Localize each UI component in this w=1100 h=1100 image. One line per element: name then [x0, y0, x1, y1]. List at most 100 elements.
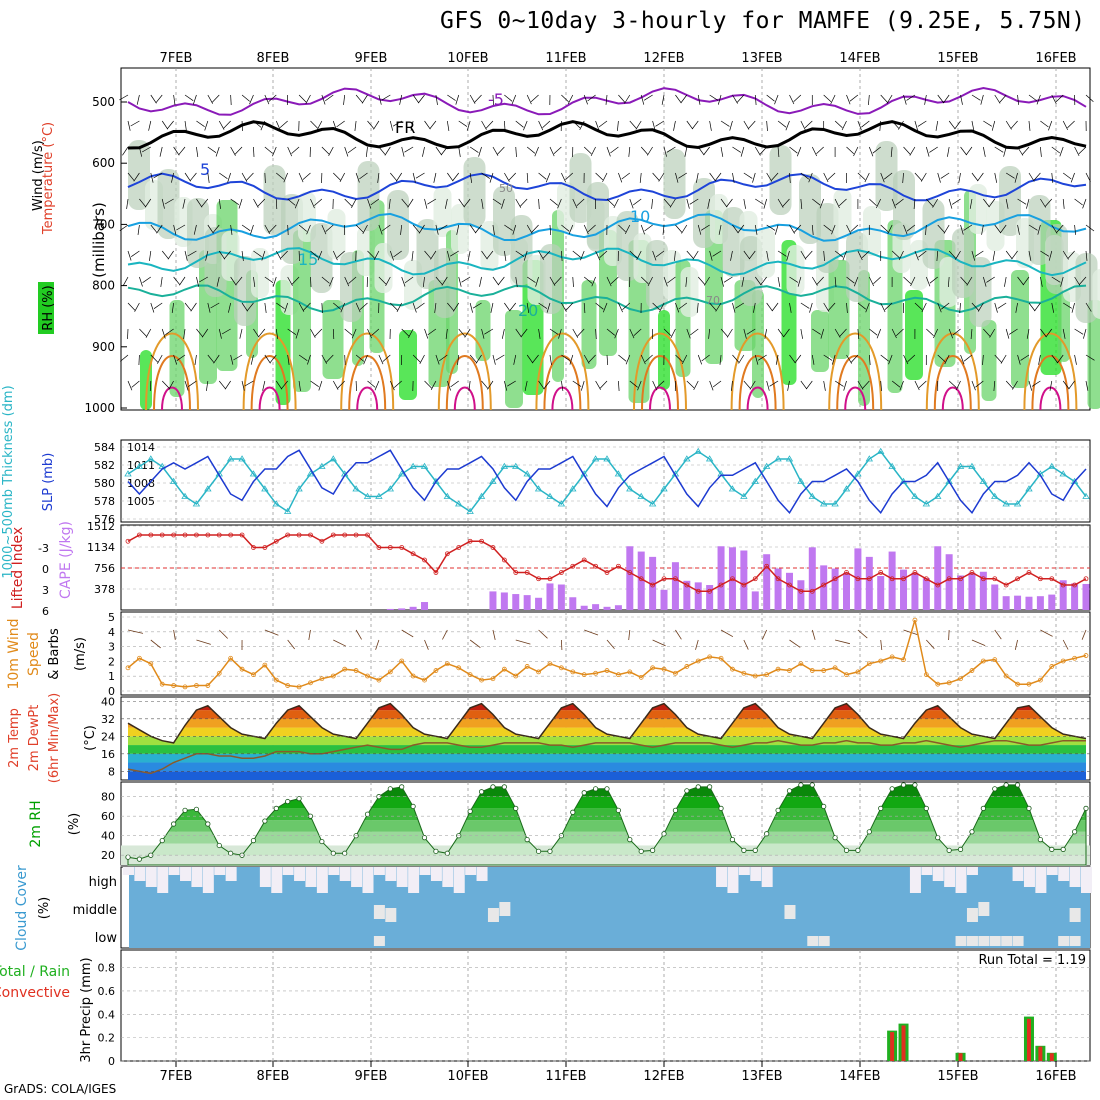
wind-barb	[479, 276, 482, 287]
wind-speed-series-point	[296, 684, 302, 690]
wind-barb	[241, 94, 250, 102]
wind-barb	[1074, 276, 1081, 286]
cape-bar	[706, 585, 714, 610]
wind-barb	[1083, 328, 1087, 339]
wind-barb	[388, 198, 391, 209]
surface-wind-barb	[628, 629, 631, 641]
lifted-index-series-point	[764, 563, 770, 569]
lifted-index-series-point	[273, 538, 279, 544]
thickness-series-point	[762, 462, 771, 469]
wind-barb	[917, 120, 927, 127]
wind-barb	[752, 172, 756, 183]
thickness-tick-label: 584	[94, 441, 115, 454]
cape-bar	[763, 554, 771, 610]
wind-barb	[914, 120, 919, 131]
wind-barb	[906, 94, 916, 101]
wind-barb	[872, 146, 881, 154]
wind-barb	[538, 328, 541, 339]
rh-cell	[434, 248, 456, 318]
wind-barb	[367, 250, 375, 259]
wind-barb	[310, 250, 319, 258]
wind-speed-series-point	[1083, 653, 1089, 658]
wind-barb	[167, 250, 174, 260]
wind-barb	[456, 224, 460, 235]
wind-barb	[1034, 302, 1041, 312]
date-label-bottom: 14FEB	[839, 1069, 880, 1084]
wind-speed-series-point	[752, 673, 758, 679]
lifted-tick-label: 0	[42, 563, 49, 576]
thickness-series-point	[660, 485, 668, 492]
wind-barb	[257, 198, 266, 207]
wind-barb	[435, 146, 442, 156]
wind-barb	[504, 250, 507, 261]
wind-barb	[675, 94, 682, 104]
thickness-series-point	[329, 455, 337, 462]
wind-speed-series-point	[1003, 673, 1009, 679]
wind-barb	[549, 276, 556, 286]
wind-barb	[1051, 172, 1054, 183]
wind-barb	[272, 276, 277, 287]
rh-cell	[187, 198, 209, 268]
wind-barb	[789, 354, 796, 364]
thickness-series-point	[591, 455, 600, 462]
wind-barb	[1012, 380, 1018, 390]
wind-barb	[989, 328, 996, 338]
wind-barb	[280, 250, 288, 259]
wind-barb	[816, 276, 824, 285]
cloud-high-cell	[396, 867, 408, 887]
rh-point	[957, 846, 964, 852]
wind-barb	[1028, 302, 1036, 312]
wind-barb	[418, 224, 425, 234]
surface-wind-barb	[218, 629, 228, 639]
thickness-series-point	[135, 462, 144, 469]
lifted-index-series-point	[581, 557, 587, 563]
wind-barb	[447, 302, 455, 311]
rh-point	[285, 798, 291, 805]
rh-cell	[863, 206, 881, 256]
wind-barb	[873, 276, 881, 285]
wind-barb	[719, 354, 722, 365]
wind-barb	[1051, 94, 1057, 105]
cape-bar	[580, 605, 588, 610]
wind-barb	[846, 276, 855, 284]
wind-barb	[903, 276, 912, 285]
wind-barb	[127, 250, 132, 261]
axis-label-temp-units: (°C)	[83, 725, 98, 751]
wind-barb	[766, 224, 776, 231]
wind-barb	[332, 380, 339, 390]
wind-barb	[363, 354, 368, 365]
surface-wind-barb	[926, 639, 935, 649]
temp-tick-label: 24	[101, 730, 115, 743]
lifted-index-series-point	[707, 588, 713, 594]
wind-barb	[1028, 94, 1038, 102]
rh-cell	[281, 194, 303, 264]
wind-barb	[404, 276, 414, 284]
wind-barb	[385, 276, 391, 286]
thickness-series-point	[192, 500, 201, 507]
lifted-index-series-point	[775, 576, 781, 582]
wind-barb	[1049, 380, 1053, 391]
wind-barb	[811, 276, 818, 286]
lifted-index-series-point	[148, 532, 154, 538]
wind-barb	[696, 302, 699, 313]
cape-bar	[1071, 583, 1079, 610]
wind-barb	[999, 94, 1007, 103]
wind-barb	[287, 328, 297, 335]
wind-barb	[1036, 94, 1041, 105]
wind-barb	[316, 120, 323, 130]
wind-barb	[583, 276, 593, 284]
wind-barb	[583, 94, 588, 105]
wind-barb	[469, 172, 473, 183]
wind-barb	[971, 302, 979, 311]
surface-wind-barb	[355, 629, 362, 640]
wind-barb	[834, 120, 843, 129]
wind-speed-series-point	[410, 673, 416, 679]
wind-barb	[777, 276, 781, 287]
wind-barb	[1085, 172, 1091, 183]
thickness-tick-label: 578	[94, 495, 115, 508]
rh-point	[570, 809, 576, 815]
wind-barb	[224, 380, 231, 390]
wind-barb	[640, 224, 645, 235]
wind-barb	[1070, 172, 1075, 183]
wind-barb	[955, 380, 961, 391]
